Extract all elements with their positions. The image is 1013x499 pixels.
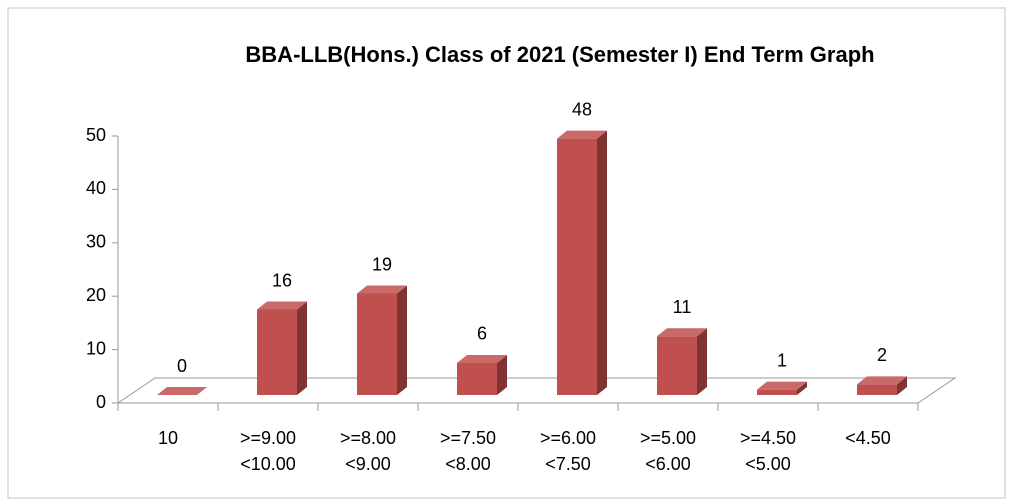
bar-top bbox=[157, 387, 207, 395]
bar bbox=[557, 130, 607, 395]
data-label: 11 bbox=[673, 297, 692, 317]
bar-top bbox=[857, 376, 907, 385]
bar-side bbox=[697, 328, 707, 395]
y-tick-label: 50 bbox=[86, 125, 106, 145]
bar-side bbox=[597, 130, 607, 395]
y-tick-label: 30 bbox=[86, 232, 106, 252]
bar-side bbox=[797, 381, 807, 395]
chart-border bbox=[7, 7, 1006, 499]
bar bbox=[357, 285, 407, 395]
data-label: 48 bbox=[572, 99, 592, 119]
bar bbox=[657, 328, 707, 395]
x-tick-label: >=8.00 <9.00 bbox=[340, 428, 396, 474]
bar bbox=[157, 387, 207, 395]
bar-top bbox=[557, 130, 607, 139]
x-tick-label: <4.50 bbox=[845, 428, 891, 448]
y-tick-label: 40 bbox=[86, 178, 106, 198]
bar bbox=[257, 301, 307, 395]
bar bbox=[857, 376, 907, 395]
bar-top bbox=[657, 328, 707, 337]
bar-side bbox=[297, 301, 307, 395]
bar-side bbox=[497, 354, 507, 395]
x-tick-label: 10 bbox=[158, 428, 178, 448]
data-label: 2 bbox=[877, 345, 887, 365]
floor bbox=[116, 377, 957, 404]
x-tick-label: >=7.50 <8.00 bbox=[440, 428, 496, 474]
y-tick-label: 10 bbox=[86, 338, 106, 358]
bar-top bbox=[457, 354, 507, 363]
bar-front bbox=[257, 309, 297, 395]
data-label: 0 bbox=[177, 356, 187, 376]
x-tick-label: >=6.00 <7.50 bbox=[540, 428, 596, 474]
bar-front bbox=[357, 293, 397, 395]
bar-front bbox=[857, 384, 897, 395]
bar-top bbox=[357, 285, 407, 294]
data-label: 16 bbox=[272, 270, 292, 290]
bar-side bbox=[397, 285, 407, 395]
bar-top bbox=[257, 301, 307, 310]
bar-top bbox=[757, 381, 807, 390]
data-label: 6 bbox=[477, 324, 487, 344]
data-label: 1 bbox=[777, 350, 787, 370]
bar bbox=[457, 354, 507, 395]
x-tick-label: >=4.50 <5.00 bbox=[740, 428, 796, 474]
x-tick-label: >=5.00 <6.00 bbox=[640, 428, 696, 474]
bar-front bbox=[657, 336, 697, 395]
y-tick-label: 20 bbox=[86, 285, 106, 305]
y-tick-label: 0 bbox=[96, 392, 106, 412]
bar-front bbox=[557, 138, 597, 395]
data-label: 19 bbox=[372, 254, 392, 274]
bar bbox=[757, 381, 807, 395]
x-tick-label: >=9.00 <10.00 bbox=[240, 428, 296, 474]
bar-front bbox=[457, 362, 497, 395]
chart-title: BBA-LLB(Hons.) Class of 2021 (Semester I… bbox=[245, 42, 874, 67]
bar-side bbox=[897, 376, 907, 395]
bar-front bbox=[757, 389, 797, 395]
